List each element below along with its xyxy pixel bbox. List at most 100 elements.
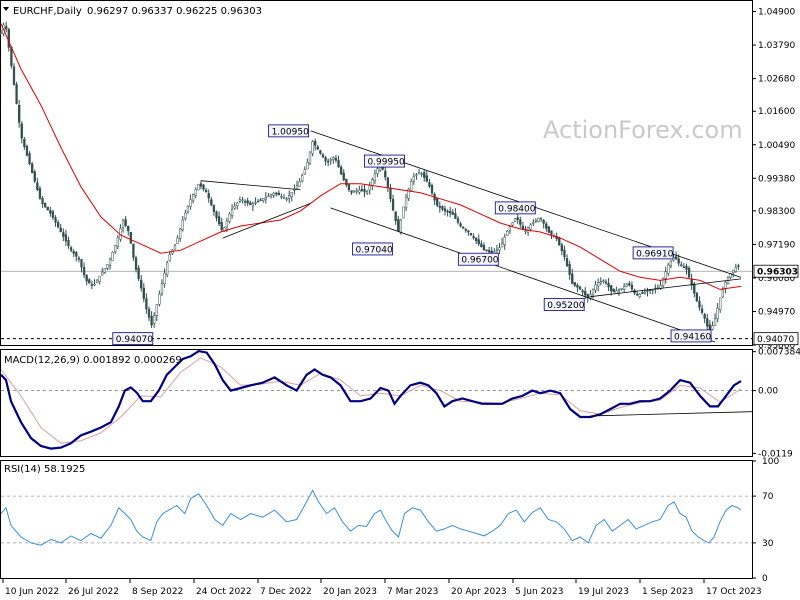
candle-body (537, 218, 540, 222)
candle-body (197, 184, 200, 191)
macd-panel-frame (0, 349, 753, 457)
rsi-panel: 100 70 30 0 (0, 457, 779, 584)
price-panel: 1.04900 1.03790 1.02680 1.01600 1.00490 0.993… (0, 8, 799, 351)
candle-body (217, 216, 221, 225)
candle-body (153, 315, 156, 324)
candle-body (137, 267, 140, 279)
x-tick-label: 20 Jan 2023 (323, 587, 377, 597)
candle-body (368, 185, 371, 191)
candle-body (90, 284, 94, 286)
candle-body (132, 243, 135, 258)
candle-body (428, 182, 431, 187)
candle-body (256, 200, 260, 203)
candle-body (129, 232, 132, 244)
price-y-tick-label: 1.00490 (758, 141, 795, 151)
candle-body (179, 228, 182, 239)
x-tick-label: 20 Apr 2023 (451, 587, 507, 597)
candle-body (184, 212, 187, 219)
candle-body (687, 267, 691, 278)
candle-body (524, 230, 527, 232)
candle-body (438, 205, 441, 208)
candle-body (547, 226, 551, 233)
candle-body (41, 197, 44, 205)
candle-body (204, 189, 208, 193)
candle-body (417, 172, 421, 175)
candle-body (277, 192, 280, 196)
rsi-title: RSI(14) 58.1925 (4, 464, 85, 475)
candle-body (241, 199, 244, 202)
candle-body (643, 291, 647, 294)
candle-body (36, 182, 39, 191)
candle-body (391, 198, 395, 211)
candle-body (145, 298, 148, 310)
price-panel-frame (0, 0, 753, 346)
candle-body (176, 237, 179, 245)
x-tick-label: 7 Mar 2023 (387, 587, 438, 597)
price-trendline (590, 278, 742, 298)
price-annotation-label: 0.97040 (355, 245, 392, 255)
rsi-y-tick-label: 100 (762, 457, 779, 467)
candle-body (337, 160, 340, 168)
candle-body (443, 208, 447, 212)
candle-body (108, 258, 112, 266)
candle-body (516, 217, 519, 220)
candle-body (591, 289, 595, 295)
candle-body (64, 234, 68, 242)
candle-body (166, 262, 169, 275)
candle-body (386, 177, 390, 188)
candle-body (412, 176, 415, 182)
x-tick-label: 17 Oct 2023 (706, 587, 762, 597)
x-tick-label: 10 Jun 2022 (5, 587, 59, 597)
candle-body (376, 168, 379, 174)
candle-body (604, 281, 608, 284)
candle-body (685, 266, 688, 270)
candle-body (0, 32, 3, 34)
candle-body (95, 279, 99, 284)
candle-body (441, 206, 444, 210)
candle-body (459, 223, 462, 227)
candle-body (12, 66, 16, 85)
x-tick-label: 5 Jun 2023 (515, 587, 563, 597)
dropdown-arrow-icon[interactable] (3, 7, 9, 11)
candle-body (181, 219, 184, 231)
symbol-label: EURCHF,Daily (13, 6, 82, 17)
candle-body (243, 201, 247, 203)
candle-body (189, 199, 192, 207)
candle-body (147, 309, 151, 318)
macd-signal-line (0, 357, 742, 444)
candle-body (402, 206, 405, 219)
rsi-y-tick-label: 0 (762, 574, 768, 584)
candle-body (503, 236, 506, 245)
candle-body (472, 236, 475, 239)
candle-body (721, 289, 724, 298)
candle-body (220, 222, 223, 231)
candle-body (498, 247, 501, 251)
candle-body (262, 198, 265, 202)
candle-body (612, 288, 615, 293)
candle-body (425, 175, 428, 182)
candle-body (20, 123, 23, 139)
rsi-panel-frame (0, 460, 753, 579)
candle-body (82, 266, 86, 276)
candle-body (306, 162, 309, 170)
candle-body (5, 26, 8, 30)
candle-body (77, 257, 81, 260)
candle-body (716, 307, 719, 320)
candle-body (490, 250, 493, 254)
price-y-tick-label: 0.94970 (758, 307, 795, 317)
candle-body (713, 318, 717, 326)
candle-body (46, 206, 49, 211)
candle-body (623, 286, 626, 290)
candle-body (23, 138, 26, 147)
candle-body (75, 252, 78, 257)
candle-body (342, 172, 345, 181)
candle-body (693, 283, 696, 294)
price-annotation-box (632, 246, 674, 260)
candle-body (280, 195, 283, 198)
candle-body (519, 219, 522, 225)
candle-body (168, 254, 171, 262)
candle-body (308, 151, 312, 164)
macd-y-tick-label: 0.007384 (758, 348, 800, 358)
candle-body (238, 199, 242, 202)
candle-body (116, 237, 119, 248)
